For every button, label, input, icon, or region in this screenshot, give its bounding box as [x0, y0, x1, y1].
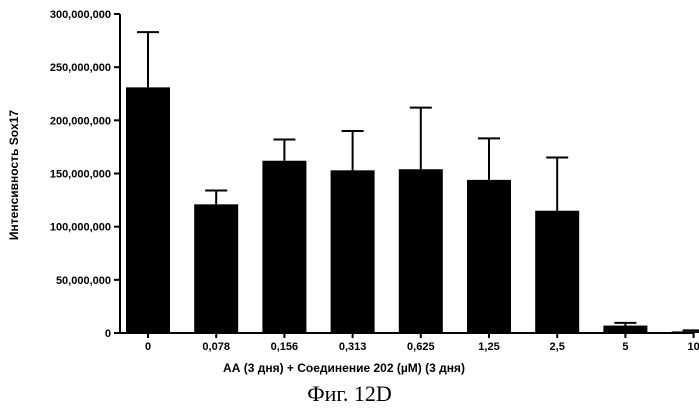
x-tick-label: 0,313 [339, 341, 367, 353]
x-tick-label: 5 [622, 341, 628, 353]
y-tick-label: 100,000,000 [50, 222, 111, 234]
bar [535, 210, 580, 333]
y-axis-title: Интенсивность Sox17 [7, 110, 21, 240]
x-tick-label: 1,25 [478, 341, 499, 353]
y-tick-label: 300,000,000 [50, 9, 111, 21]
bar [467, 179, 511, 333]
error-bars [137, 31, 699, 332]
x-tick-label: 10 [687, 341, 699, 353]
x-tick-label: 0,156 [271, 341, 299, 353]
y-tick-label: 150,000,000 [50, 169, 111, 181]
bar [262, 160, 307, 333]
bar [398, 169, 443, 333]
bar [194, 204, 239, 333]
y-tick-label: 250,000,000 [50, 62, 111, 74]
y-tick-label: 0 [105, 328, 111, 340]
y-tick-label: 200,000,000 [50, 115, 111, 127]
bar [603, 325, 648, 333]
x-tick-label: 0 [145, 341, 151, 353]
x-tick-label: 0,625 [407, 341, 435, 353]
bar [671, 331, 699, 333]
bar [126, 87, 170, 334]
x-tick-label: 0,078 [202, 341, 230, 353]
bars [126, 87, 699, 334]
bar-chart: 0 50,000,000 100,000,000 150,000,000 200,000… [7, 9, 699, 375]
bar [330, 170, 375, 333]
y-tick-label: 50,000,000 [56, 275, 111, 287]
x-tick-label: 2,5 [550, 341, 565, 353]
x-axis-title: АА (3 дня) + Соединение 202 (µM) (3 дня) [223, 361, 465, 375]
figure-caption: Фиг. 12D [307, 381, 392, 406]
y-axis-ticks: 0 50,000,000 100,000,000 150,000,000 200,000… [50, 9, 120, 340]
x-axis-ticks: 0 0,078 0,156 0,313 0,625 1,25 2,5 5 10 [145, 333, 699, 353]
